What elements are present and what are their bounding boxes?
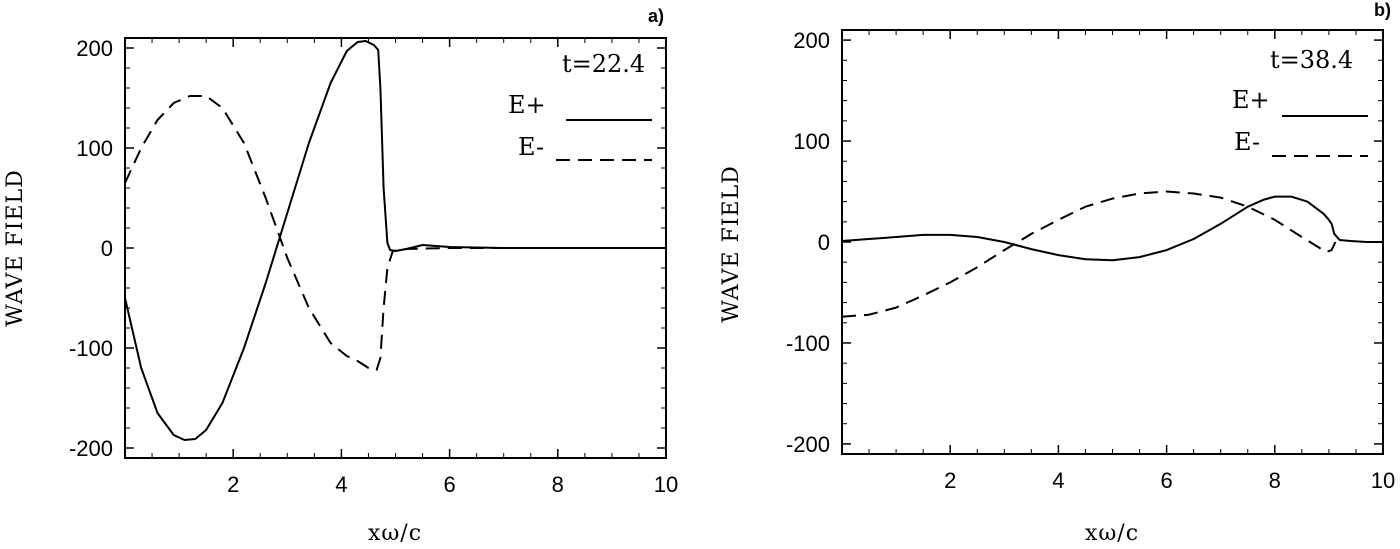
y-tick-label: -200	[69, 436, 113, 461]
panel-label-b: b)	[1374, 0, 1391, 20]
x-tick-label: 8	[552, 472, 564, 497]
legend-label-e-minus-a: E-	[518, 133, 544, 161]
x-tick-label: 2	[944, 468, 956, 493]
y-tick-label: 200	[76, 36, 113, 61]
series-line-e-plus-b	[841, 195, 1383, 262]
series-line-e-minus-a	[124, 95, 666, 371]
series-layer-a	[124, 40, 666, 441]
legend-label-e-minus-b: E-	[1234, 128, 1260, 156]
x-tick-label: 2	[227, 472, 239, 497]
panel-label-a: a)	[648, 6, 664, 26]
y-tick-label: -100	[69, 336, 113, 361]
x-tick-label: 4	[335, 472, 347, 497]
x-tick-label: 10	[654, 472, 678, 497]
x-tick-label: 8	[1269, 468, 1281, 493]
y-tick-label: 0	[101, 236, 113, 261]
series-layer-b	[841, 190, 1383, 318]
y-axis-title-b: WAVE FIELD	[719, 165, 744, 323]
time-annotation-b: t=38.4	[1270, 46, 1353, 74]
panel-a: 2 4 6 8 10 -200 -100 0 100 200 t=22.4 E+ E- a) xω…	[3, 6, 678, 546]
y-tick-label: 200	[793, 28, 830, 53]
legend-label-e-plus-a: E+	[508, 91, 546, 119]
y-axis-title-a: WAVE FIELD	[3, 169, 28, 327]
y-tick-label: -100	[786, 331, 830, 356]
y-tick-label: -200	[786, 432, 830, 457]
legend-b: t=38.4 E+ E-	[1232, 46, 1368, 157]
x-tick-label: 10	[1371, 468, 1395, 493]
ticks-b: 2 4 6 8 10 -200 -100 0 100 200	[786, 28, 1395, 493]
y-tick-label: 0	[818, 230, 830, 255]
time-annotation-a: t=22.4	[562, 50, 645, 78]
y-tick-label: 100	[793, 129, 830, 154]
panel-b: 2 4 6 8 10 -200 -100 0 100 200 t=38.4 E+ E- b) xω…	[719, 0, 1395, 546]
legend-label-e-plus-b: E+	[1232, 86, 1270, 114]
ticks-a: 2 4 6 8 10 -200 -100 0 100 200	[69, 36, 678, 497]
x-tick-label: 4	[1052, 468, 1064, 493]
x-axis-title-a: xω/c	[368, 521, 422, 546]
y-tick-label: 100	[76, 136, 113, 161]
x-tick-label: 6	[443, 472, 455, 497]
series-line-e-minus-b	[841, 190, 1337, 318]
x-tick-label: 6	[1160, 468, 1172, 493]
plot-frame-b	[841, 29, 1384, 455]
series-line-e-plus-a	[124, 40, 666, 441]
x-axis-title-b: xω/c	[1085, 521, 1139, 546]
legend-a: t=22.4 E+ E-	[508, 50, 652, 161]
